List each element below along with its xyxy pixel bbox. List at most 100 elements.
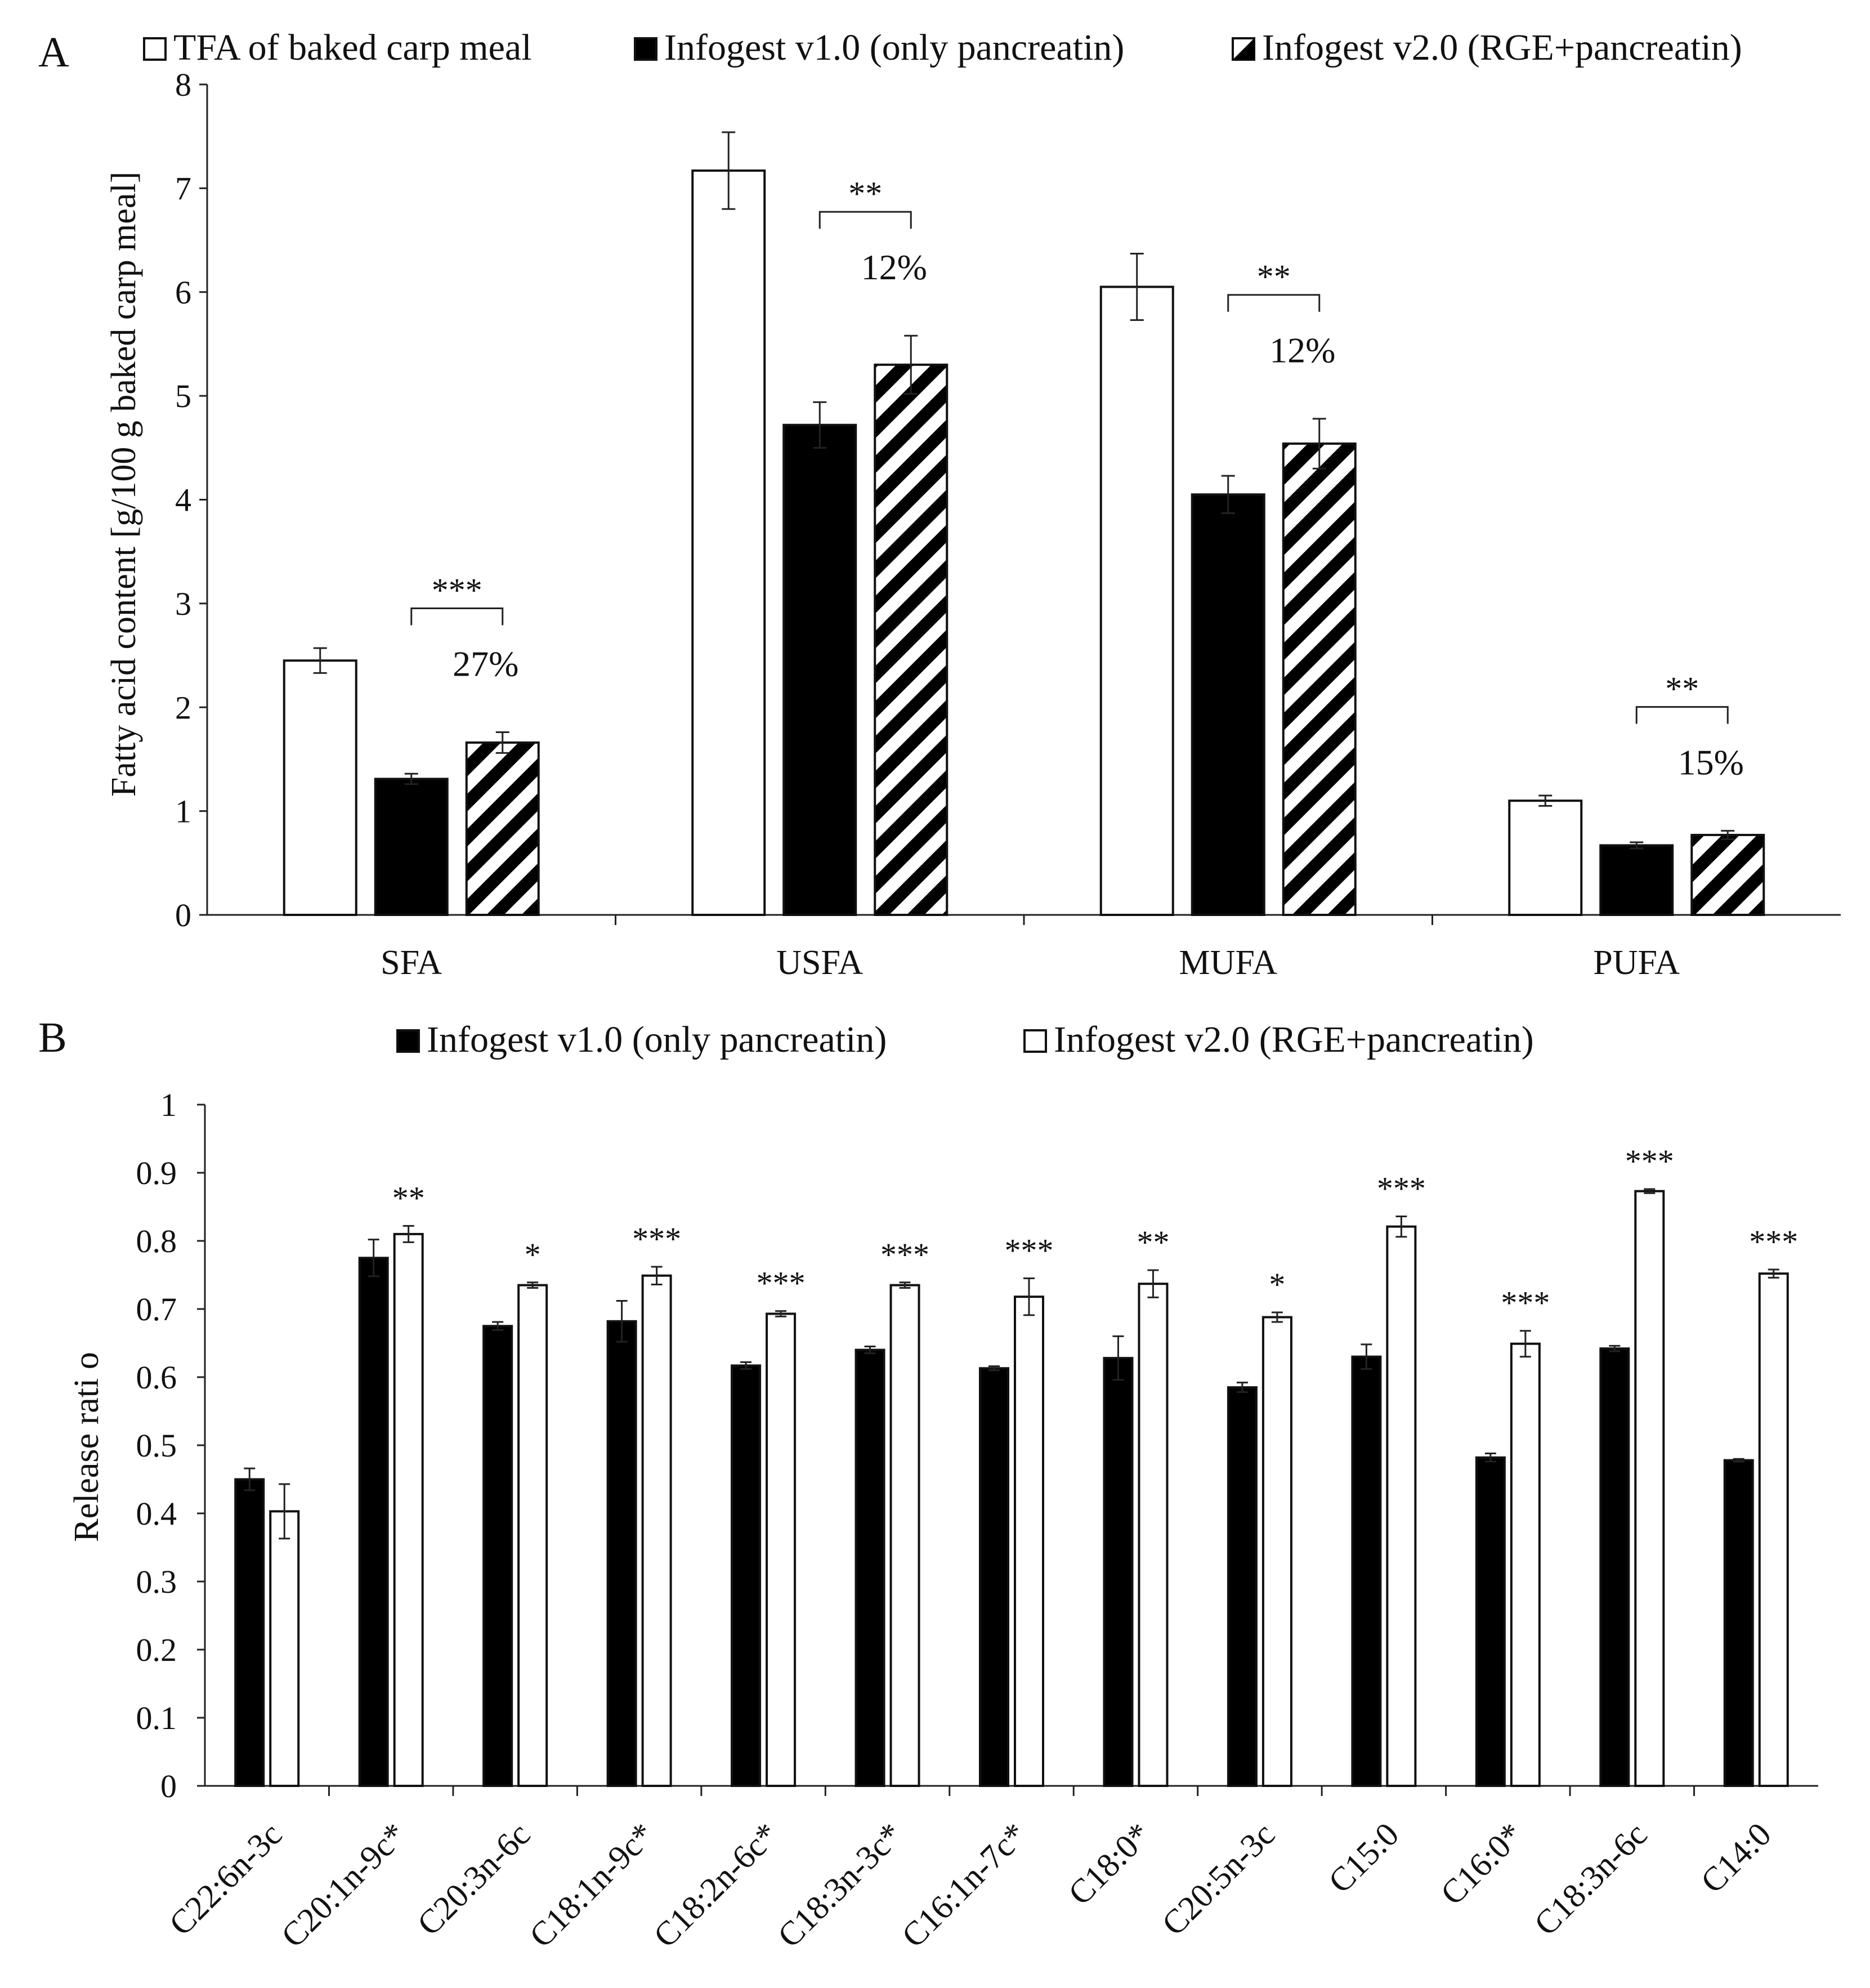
panel-b-error-bar	[1271, 1311, 1283, 1323]
panel-a-y-tick-label: 5	[175, 378, 191, 414]
panel-b-bar	[766, 1312, 797, 1787]
panel-a-percent-label: 12%	[861, 247, 927, 287]
panel-a-y-tick-label: 0	[175, 897, 191, 933]
panel-b-x-tick-label: C16:0*	[1433, 1816, 1530, 1913]
panel-b-error-bar	[527, 1281, 539, 1289]
panel-b-chart: B Infogest v1.0 (only pancreatin) Infoge…	[38, 1014, 1818, 1955]
panel-a-label: A	[38, 29, 69, 76]
panel-a-error-bar	[1538, 794, 1553, 807]
panel-b-y-tick-label: 0.1	[136, 1700, 177, 1736]
panel-b-error-bar	[402, 1225, 414, 1243]
panel-a-bar	[1191, 493, 1265, 916]
panel-b-x-tick-label: C20:3n-6c	[410, 1816, 538, 1943]
panel-b-bar	[482, 1325, 513, 1787]
panel-b-bar	[641, 1274, 672, 1787]
panel-a-bar	[691, 169, 766, 916]
panel-b-y-tick-label: 0.3	[136, 1563, 177, 1600]
panel-b-bar	[517, 1284, 548, 1787]
panel-b-x-tick-label: C20:5n-3c	[1155, 1816, 1282, 1943]
panel-b-bar	[1386, 1225, 1417, 1788]
panel-a-significance-stars: **	[1257, 258, 1291, 296]
panel-a-bar	[1508, 799, 1583, 916]
panel-b-bar	[1723, 1459, 1754, 1788]
panel-a-significance-stars: ***	[432, 572, 482, 609]
panel-b-y-tick-label: 0.5	[136, 1427, 177, 1464]
panel-a-bar	[1690, 834, 1765, 916]
panel-b-bars	[234, 1188, 1789, 1788]
panel-a-significance-stars: **	[848, 175, 882, 212]
panel-a-percent-label: 15%	[1678, 743, 1744, 783]
panel-a-y-tick-label: 1	[175, 793, 191, 830]
panel-b-bar	[1599, 1347, 1630, 1787]
panel-a-error-bar	[722, 131, 736, 210]
panel-b-bar	[234, 1478, 265, 1787]
panel-b-error-bar	[1609, 1344, 1621, 1352]
panel-a-bar	[1282, 442, 1357, 916]
panel-b-error-bar	[244, 1467, 256, 1491]
panel-b-legend: Infogest v1.0 (only pancreatin) Infogest…	[396, 1019, 1534, 1060]
panel-a-x-tick-label: MUFA	[1179, 944, 1277, 982]
panel-b-error-bar	[1112, 1335, 1124, 1381]
panel-b-significance-stars: *	[1269, 1266, 1285, 1303]
panel-b-error-bar	[1644, 1188, 1656, 1194]
panel-a-percent-label: 27%	[453, 644, 518, 684]
panel-b-bar	[1261, 1316, 1292, 1787]
panel-b-y-tick-label: 0	[160, 1768, 177, 1804]
panel-b-bar	[731, 1364, 762, 1787]
panel-b-bar	[1014, 1295, 1044, 1787]
panel-b-bar	[1634, 1190, 1665, 1787]
panel-b-error-bar	[1023, 1277, 1035, 1316]
panel-b-bar	[1103, 1357, 1134, 1788]
panel-a-significance-stars: **	[1665, 671, 1699, 708]
panel-b-bar	[855, 1348, 885, 1788]
panel-b-significance-stars: ***	[632, 1221, 681, 1257]
panel-a-bar	[1099, 285, 1174, 916]
panel-b-x-tick-label: C22:6n-3c	[162, 1816, 289, 1943]
panel-b-error-bar	[368, 1239, 379, 1277]
panel-a-error-bar	[1721, 830, 1735, 840]
panel-a-bars	[283, 131, 1765, 916]
panel-a-error-bar	[1221, 475, 1235, 514]
panel-b-error-bar	[1768, 1268, 1779, 1279]
panel-a-y-tick-label: 4	[175, 482, 191, 519]
panel-b-significance-stars: ***	[1501, 1285, 1550, 1321]
panel-b-error-bar	[651, 1266, 663, 1285]
panel-b-y-tick-label: 0.4	[136, 1495, 177, 1532]
panel-b-x-tick-label: C18:0*	[1061, 1816, 1158, 1913]
panel-a-x-tick-label: USFA	[776, 944, 863, 982]
panel-b-y-tick-label: 0.8	[136, 1223, 177, 1259]
panel-b-bar	[889, 1284, 920, 1787]
panel-b-y-tick-label: 0.2	[136, 1632, 177, 1668]
panel-a-error-bar	[813, 401, 827, 449]
panel-a-bar	[283, 659, 357, 916]
panel-a-y-axis-label: Fatty acid content [g/100 g baked carp m…	[105, 172, 143, 797]
panel-b-significance-stars: ***	[1749, 1223, 1798, 1260]
panel-b-bar	[1227, 1386, 1258, 1787]
legend-swatch-tfa	[143, 37, 167, 61]
panel-b-error-bar	[1361, 1343, 1372, 1370]
panel-a-annotations: *** 27% ** 12% ** 12% ** 15%	[410, 175, 1744, 783]
panel-b-error-bar	[899, 1281, 911, 1289]
legend-swatch-b-v2	[1023, 1029, 1047, 1053]
panel-a-significance-bracket	[1635, 706, 1729, 724]
legend-label-b-v2: Infogest v2.0 (RGE+pancreatin)	[1054, 1019, 1534, 1060]
legend-label-v2: Infogest v2.0 (RGE+pancreatin)	[1262, 27, 1742, 68]
panel-b-significance-stars: ***	[757, 1265, 806, 1302]
panel-a-chart: A TFA of baked carp meal Infogest v1.0 (…	[38, 27, 1841, 982]
panel-b-bar	[1475, 1456, 1506, 1787]
legend-swatch-v2-hatch	[1233, 38, 1254, 60]
panel-b-bar	[606, 1320, 637, 1787]
panel-a-error-bar	[1630, 841, 1644, 850]
panel-b-y-tick-label: 1	[160, 1087, 177, 1123]
panel-b-error-bar	[279, 1483, 290, 1540]
panel-a-error-bar	[404, 772, 418, 785]
panel-b-x-tick-label: C18:1n-9c*	[522, 1816, 661, 1955]
panel-b-bar	[1510, 1342, 1541, 1787]
panel-b-bar	[393, 1232, 424, 1787]
panel-b-x-axis: C22:6n-3cC20:1n-9c*C20:3n-6cC18:1n-9c*C1…	[162, 1786, 1778, 1955]
panel-b-error-bar	[1236, 1382, 1248, 1393]
panel-a-bar	[1599, 844, 1674, 916]
panel-a-error-bar	[1312, 418, 1326, 470]
panel-a-error-bar	[495, 731, 509, 754]
